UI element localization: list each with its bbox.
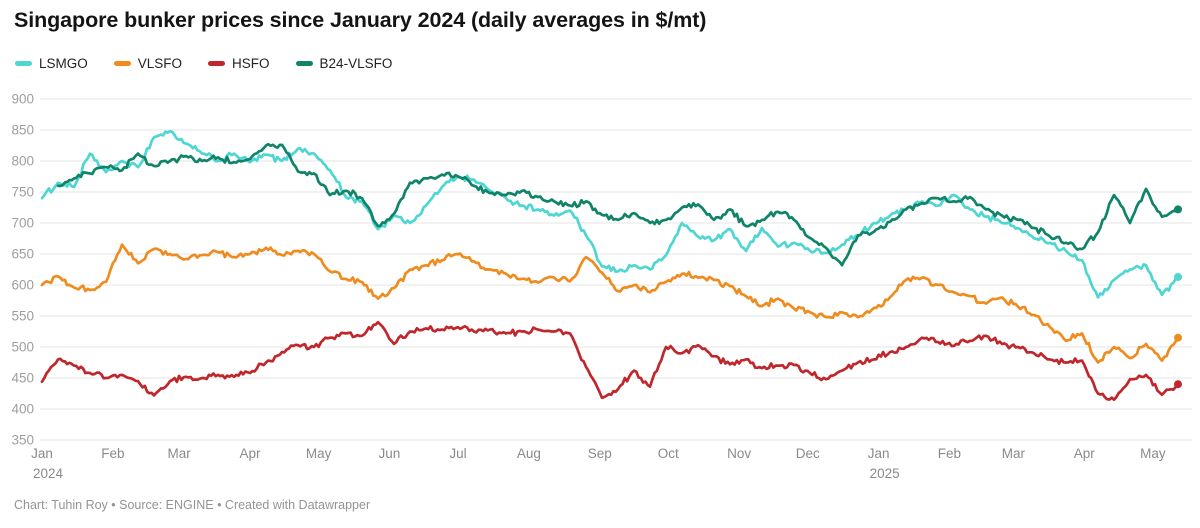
series-vlsfo (40, 243, 1182, 364)
x-tick-label: Mar (1002, 446, 1026, 461)
legend-label: VLSFO (137, 56, 183, 71)
x-tick-label: Jan (31, 446, 53, 461)
legend-item-lsmgo: LSMGO (15, 56, 88, 71)
legend-swatch-b24-vlsfo (295, 61, 313, 66)
x-tick-label: Nov (727, 446, 751, 461)
x-tick-label: Jun (378, 446, 400, 461)
x-tick-label: Mar (167, 446, 191, 461)
y-tick-label: 350 (11, 433, 34, 448)
x-tick-label: Feb (101, 446, 124, 461)
series-end-dot-vlsfo (1174, 333, 1182, 342)
x-tick-label: Apr (239, 446, 261, 461)
x-tick-label: Jan (868, 446, 890, 461)
x-tick-label: Apr (1074, 446, 1096, 461)
y-tick-label: 450 (11, 371, 34, 386)
bunker-price-line-chart: 350 400 450 500 550 600 650 700 750 800 850 900 Jan 2… (11, 92, 1192, 481)
x-tick-label: Jul (449, 446, 466, 461)
x-tick-label: May (306, 446, 332, 461)
legend-swatch-hsfo (208, 61, 226, 66)
series-b24-vlsfo (56, 142, 1182, 267)
chart-title: Singapore bunker prices since January 20… (14, 8, 707, 32)
x-tick-year-label: 2024 (33, 466, 64, 481)
series-end-dot-b24-vlsfo (1174, 205, 1182, 214)
y-tick-label: 550 (11, 309, 34, 324)
series-hsfo (40, 320, 1182, 402)
y-tick-label: 600 (11, 278, 34, 293)
x-axis-labels: Jan 2024 Feb Mar Apr May Jun Jul Aug Sep Oct Nov Dec… (31, 446, 1166, 481)
legend-label: B24-VLSFO (319, 56, 393, 71)
y-tick-label: 400 (11, 402, 34, 417)
x-tick-label: Aug (517, 446, 541, 461)
legend: LSMGO VLSFO HSFO B24-VLSFO (15, 56, 392, 71)
legend-label: HSFO (232, 56, 270, 71)
footer-attribution: Chart: Tuhin Roy • Source: ENGINE • Crea… (14, 498, 371, 512)
legend-swatch-vlsfo (113, 61, 131, 66)
y-tick-label: 900 (11, 92, 34, 107)
x-tick-label: Sep (588, 446, 612, 461)
legend-item-hsfo: HSFO (208, 56, 270, 71)
y-tick-label: 700 (11, 216, 34, 231)
y-tick-label: 750 (11, 185, 34, 200)
y-tick-label: 850 (11, 123, 34, 138)
series-line-vlsfo (40, 243, 1180, 364)
y-tick-label: 500 (11, 340, 34, 355)
x-tick-label: May (1140, 446, 1166, 461)
legend-swatch-lsmgo (15, 61, 32, 66)
series-end-dot-lsmgo (1174, 272, 1182, 281)
legend-item-vlsfo: VLSFO (113, 56, 183, 71)
gridlines (40, 98, 1192, 441)
y-tick-label: 650 (11, 247, 34, 262)
legend-item-b24-vlsfo: B24-VLSFO (295, 56, 393, 71)
series-lsmgo (40, 129, 1182, 299)
series-line-hsfo (40, 320, 1180, 402)
x-tick-label: Oct (658, 446, 679, 461)
y-tick-label: 800 (11, 154, 34, 169)
x-tick-label: Dec (796, 446, 820, 461)
series-end-dot-hsfo (1174, 380, 1182, 389)
series-line-lsmgo (40, 129, 1180, 299)
legend-label: LSMGO (39, 56, 88, 71)
y-axis-labels: 350 400 450 500 550 600 650 700 750 800 850 900 (11, 92, 34, 448)
x-tick-year-label: 2025 (870, 466, 900, 481)
series-line-b24-vlsfo (56, 142, 1180, 267)
x-tick-label: Feb (938, 446, 961, 461)
